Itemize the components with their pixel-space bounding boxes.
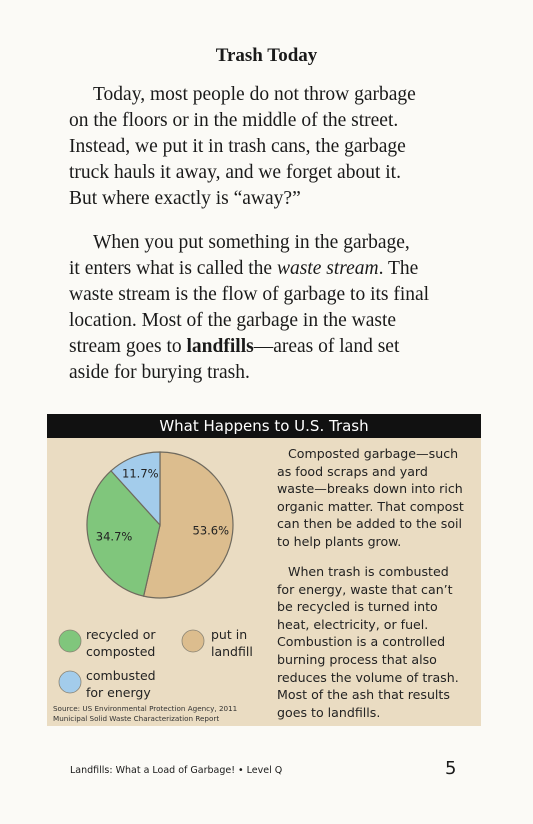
sidebar-line: goes to landfills.	[277, 704, 381, 720]
text-line: stream goes to landfills—areas of land s…	[69, 334, 399, 360]
text-line: location. Most of the garbage in the was…	[69, 308, 396, 334]
text-run: waste stream is the flow of garbage to i…	[69, 284, 430, 305]
text-line: aside for burying trash.	[69, 360, 250, 386]
text-line: When you put something in the garbage,	[93, 230, 410, 256]
legend-label: recycled or composted	[86, 627, 156, 659]
legend-swatch	[181, 629, 205, 653]
sidebar-line: heat, electricity, or fuel.	[277, 616, 429, 632]
sidebar-line: can then be added to the soil	[277, 516, 463, 532]
text-run: When you put something in the garbage,	[93, 232, 410, 253]
text-line: truck hauls it away, and we forget about…	[69, 160, 401, 186]
sidebar-line: as food scraps and yard	[277, 463, 428, 479]
text-line: on the floors or in the middle of the st…	[69, 108, 398, 134]
heading: Trash Today	[215, 45, 318, 66]
page-number: 5	[445, 758, 457, 779]
text-run: location. Most of the garbage in the was…	[69, 310, 397, 331]
legend-swatch	[58, 629, 82, 653]
legend-label: put in landfill	[211, 627, 253, 659]
sidebar-line: When trash is combusted	[288, 564, 449, 579]
text-line: Today, most people do not throw garbage	[93, 82, 416, 108]
legend-swatch	[58, 670, 82, 694]
pie-slice	[110, 451, 161, 527]
footer-book: Landfills: What a Load of Garbage! • Lev…	[70, 765, 283, 776]
sidebar-line: to help plants grow.	[277, 534, 402, 549]
text-line: But where exactly is “away?”	[69, 186, 301, 212]
text-run: But where exactly is “away?”	[69, 188, 301, 209]
sidebar-line: Most of the ash that results	[277, 687, 450, 703]
text-run: truck hauls it away, and we forget about…	[69, 162, 401, 183]
sidebar-line: waste—breaks down into rich	[277, 481, 463, 497]
text-run: on the floors or in the middle of the st…	[69, 110, 399, 131]
sidebar-line: be recycled is turned into	[277, 599, 438, 615]
sidebar-line: reduces the volume of trash.	[277, 669, 459, 685]
text-run: —areas of land set	[253, 336, 400, 357]
text-run: Instead, we put it in trash cans, the ga…	[69, 136, 406, 157]
legend-label: combusted for energy	[86, 668, 156, 700]
pie-slice	[142, 451, 234, 599]
source-note: Source: US Environmental Protection Agen…	[53, 704, 238, 713]
pie-slice	[86, 470, 161, 597]
slice-label: 11.7%	[122, 466, 159, 480]
text-run: it enters what is called the	[69, 258, 277, 279]
text-run: aside for burying trash.	[69, 362, 250, 383]
sidebar-line: for energy, waste that can’t	[277, 581, 453, 597]
text-line: waste stream is the flow of garbage to i…	[69, 282, 429, 308]
sidebar-line: Composted garbage—such	[288, 446, 459, 461]
sidebar-line: Combustion is a controlled	[277, 634, 446, 650]
sidebar-line: burning process that also	[277, 652, 437, 667]
chart-title: What Happens to U.S. Trash	[47, 414, 481, 438]
source-note: Municipal Solid Waste Characterization R…	[53, 714, 220, 723]
slice-label: 53.6%	[193, 523, 230, 537]
text-run: landfills	[186, 336, 254, 357]
text-run: Today, most people do not throw garbage	[93, 84, 416, 105]
text-run: . The	[378, 258, 419, 279]
text-line: it enters what is called the waste strea…	[69, 256, 418, 282]
text-run: stream goes to	[69, 336, 187, 357]
text-run: waste stream	[276, 258, 379, 279]
sidebar-line: organic matter. That compost	[277, 498, 464, 514]
text-line: Instead, we put it in trash cans, the ga…	[69, 134, 406, 160]
slice-label: 34.7%	[96, 529, 133, 543]
